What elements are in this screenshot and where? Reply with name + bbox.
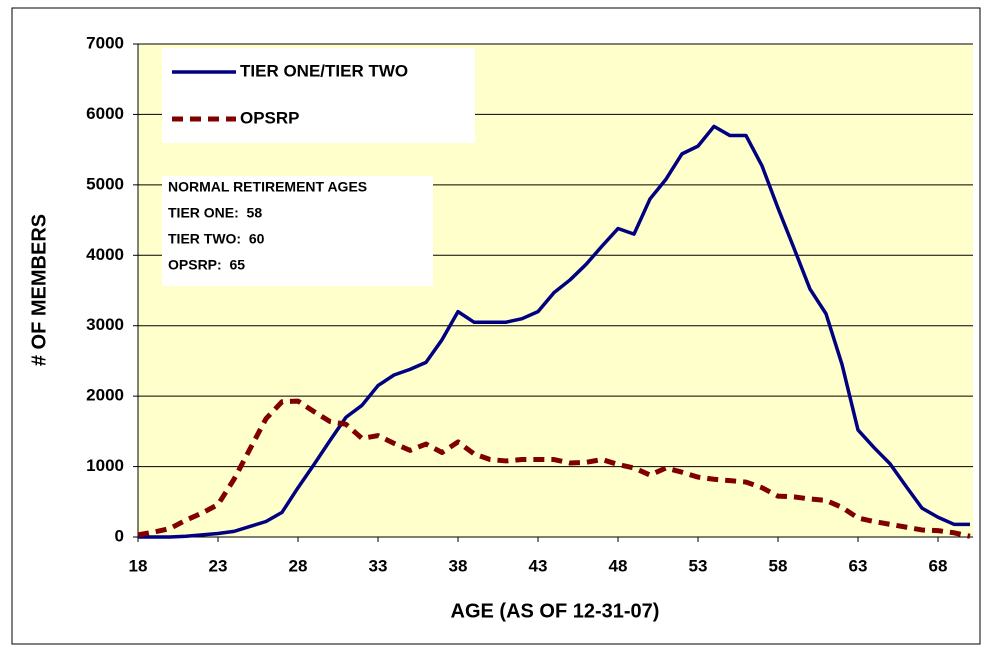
annotation-box: [162, 176, 433, 286]
annotation-line: NORMAL RETIREMENT AGES: [168, 179, 367, 195]
series-line: [137, 398, 971, 539]
x-tick-label: 48: [609, 556, 628, 575]
legend-label: TIER ONE/TIER TWO: [240, 61, 408, 80]
x-tick-label: 28: [289, 556, 308, 575]
annotation-line: OPSRP: 65: [168, 257, 245, 273]
annotation-line: TIER TWO: 60: [168, 231, 265, 247]
y-tick-label: 0: [115, 526, 124, 545]
x-tick-label: 33: [369, 556, 388, 575]
x-tick-label: 18: [129, 556, 148, 575]
x-tick-label: 43: [529, 556, 548, 575]
x-tick-label: 58: [769, 556, 788, 575]
x-tick-label: 38: [449, 556, 468, 575]
y-axis-label: # OF MEMBERS: [28, 214, 50, 366]
series-line: [138, 124, 970, 539]
frame: [11, 7, 981, 645]
x-tick-label: 63: [849, 556, 868, 575]
y-tick-label: 4000: [86, 245, 124, 264]
legend-box: [162, 48, 475, 143]
x-tick-label: 53: [689, 556, 708, 575]
y-tick-label: 2000: [86, 386, 124, 405]
x-tick-label: 68: [929, 556, 948, 575]
y-tick-label: 7000: [86, 33, 124, 52]
y-tick-label: 1000: [86, 456, 124, 475]
x-axis-label: AGE (AS OF 12-31-07): [451, 600, 660, 622]
legend-label: OPSRP: [240, 108, 300, 127]
annotation-line: TIER ONE: 58: [168, 205, 262, 221]
y-tick-label: 3000: [86, 315, 124, 334]
y-tick-label: 5000: [86, 174, 124, 193]
y-tick-label: 6000: [86, 104, 124, 123]
x-tick-label: 23: [209, 556, 228, 575]
